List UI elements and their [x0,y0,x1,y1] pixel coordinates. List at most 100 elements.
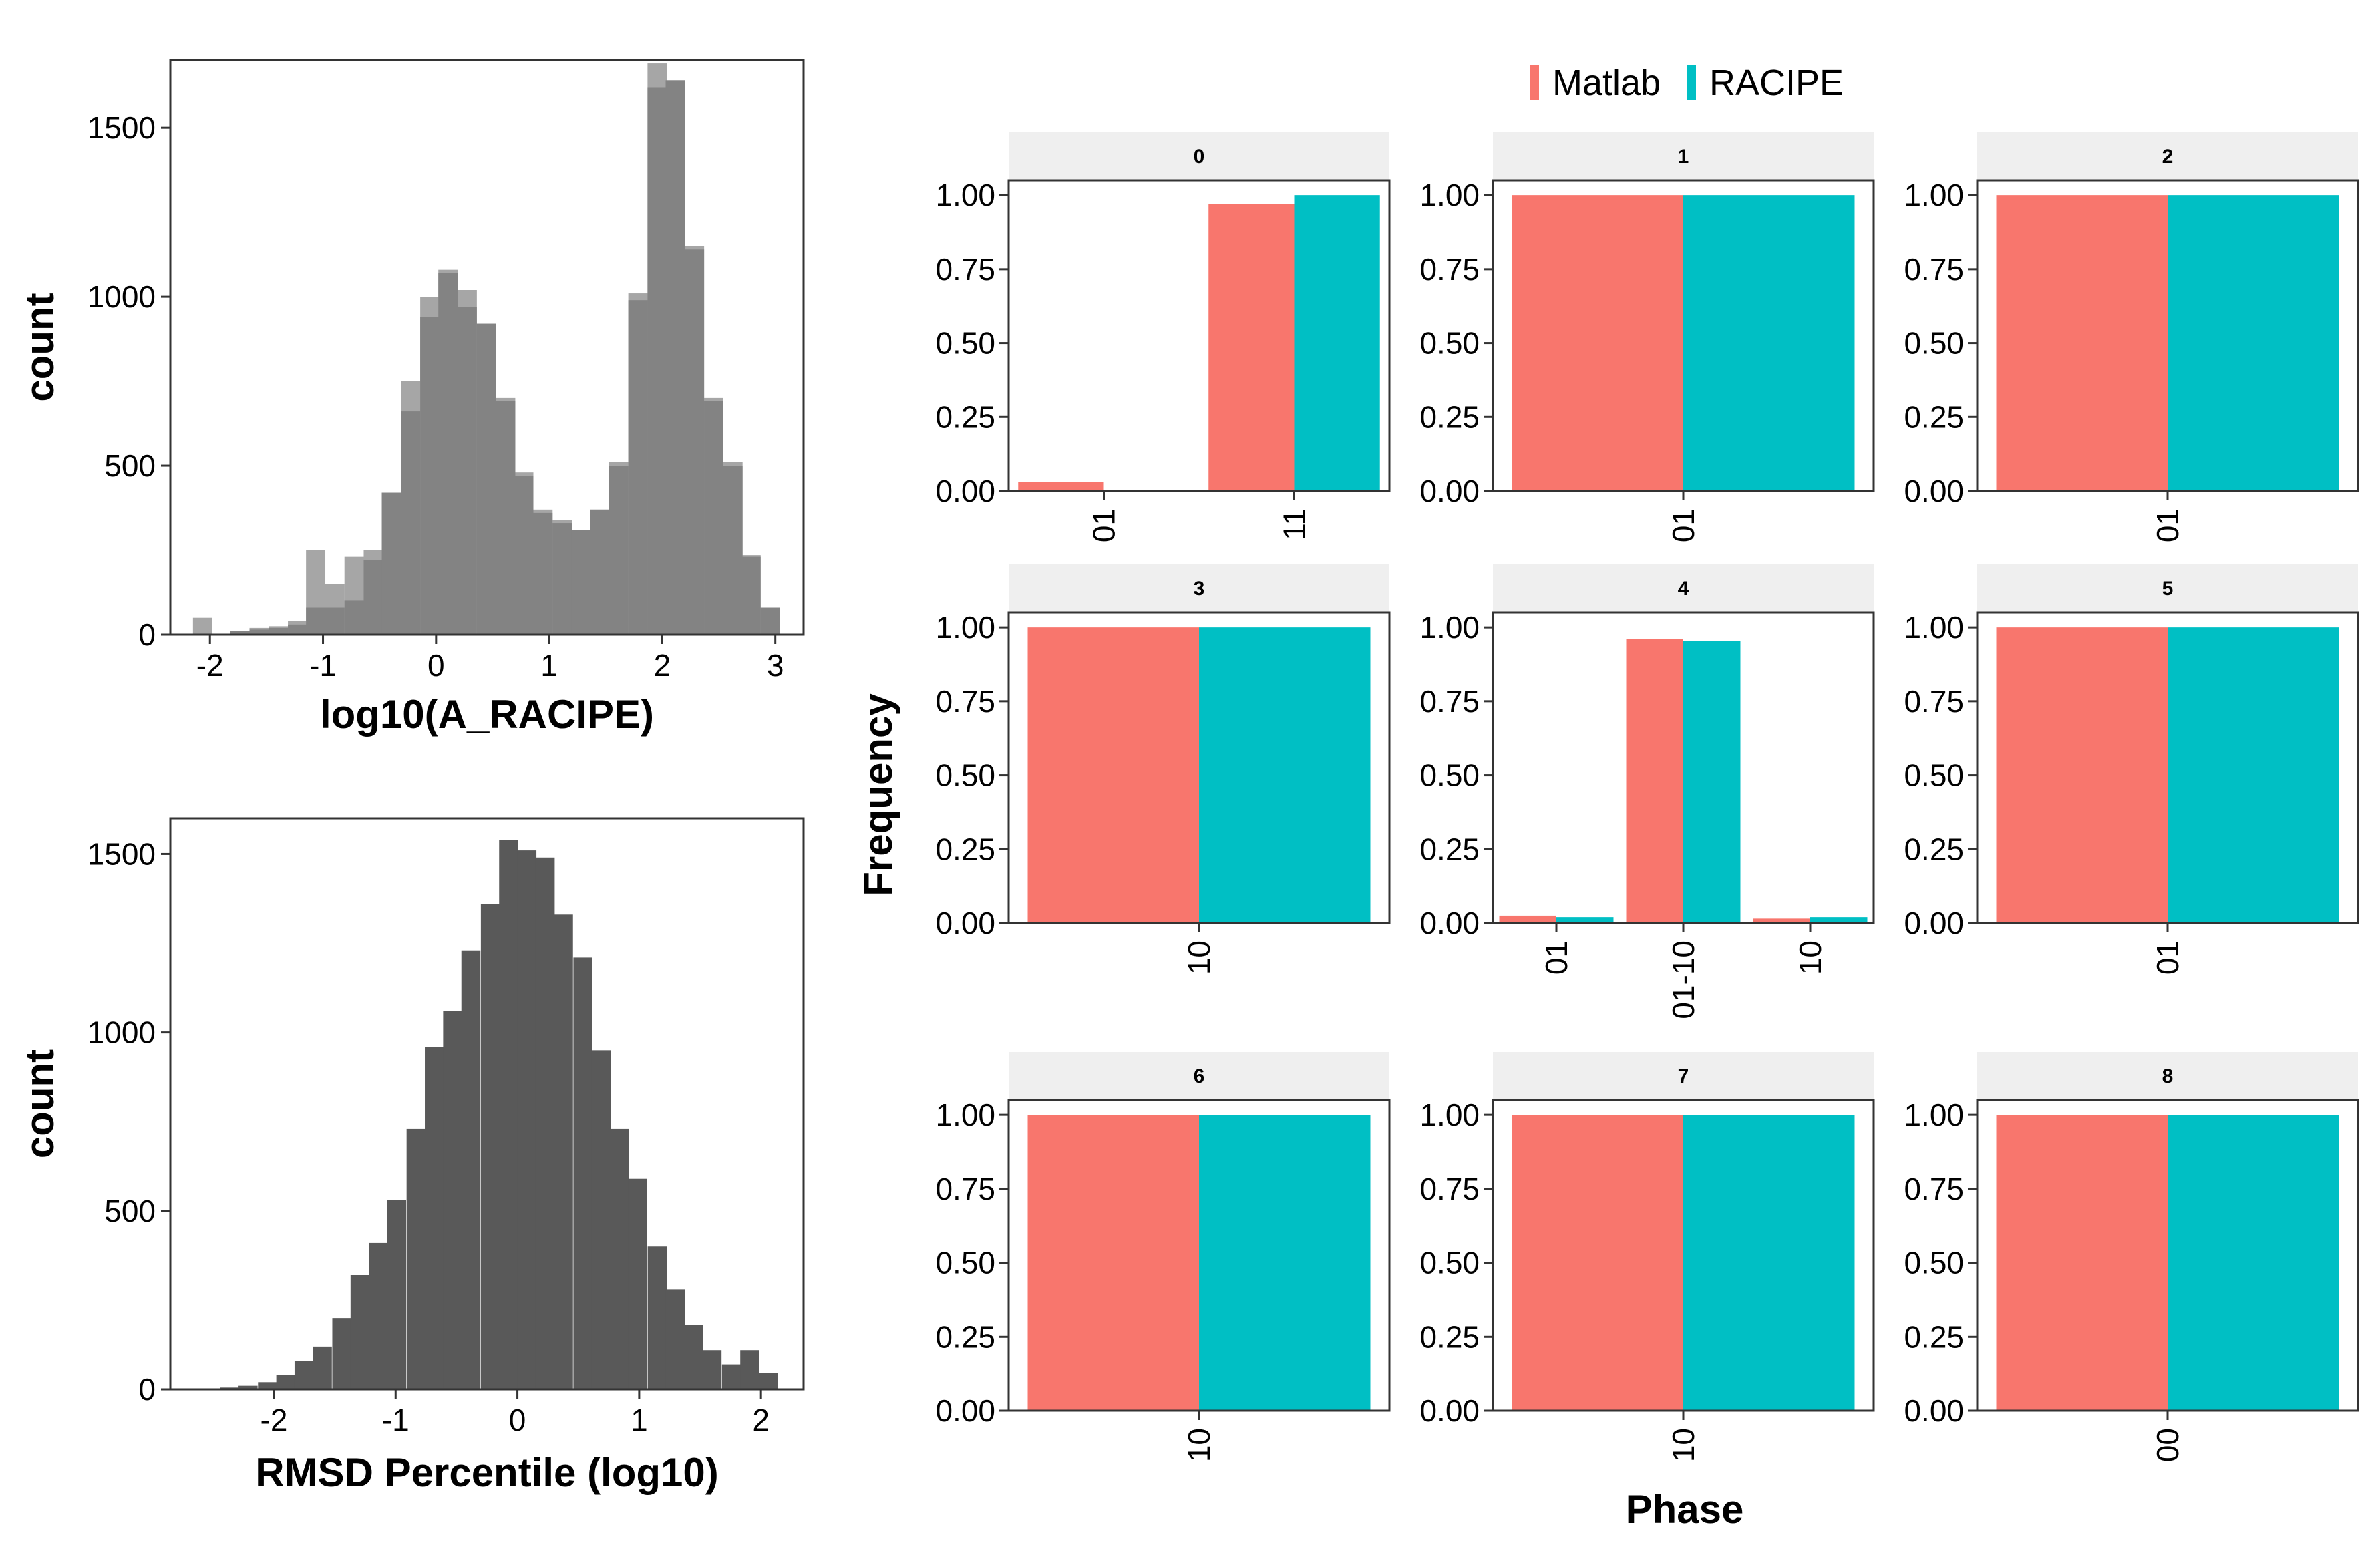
y-tick-label: 0 [138,1372,156,1407]
x-tick-label: -1 [309,648,337,683]
y-tick-label: 0.00 [1419,474,1480,508]
y-tick-label: 0.00 [1904,906,1964,940]
facet-panel-5: 5 01 0.00 0.25 0.50 0.75 1.00 [1904,564,2359,975]
histogram-bar [332,1318,351,1389]
histogram-bar [647,1246,667,1389]
histogram-bar [294,1361,314,1389]
histogram-bar-mid [457,307,477,635]
facet-strip-label: 8 [2162,1065,2174,1087]
bar-racipe [1810,917,1868,923]
plot-frame [169,59,805,636]
x-tick-label: 1 [631,1403,648,1437]
y-tick-label: 0.25 [1419,832,1480,866]
y-tick-label: 0.50 [1419,326,1480,361]
y-tick-label: 1.00 [935,178,995,212]
histogram-bar-mid [514,476,534,635]
y-tick-label: 0.00 [935,1393,995,1428]
y-tick-label: 0.25 [935,399,995,434]
x-tick-label: 01 [2150,940,2185,975]
plot-frame [1976,611,2359,924]
histogram-bar-mid [665,80,685,635]
plot-frame [1976,1099,2359,1412]
x-tick-label: 10 [1182,1428,1216,1462]
x-tick-label: 01-10 [1666,940,1701,1019]
x-tick-label: 01 [2150,508,2185,542]
histogram-bar [665,1289,685,1389]
facet-panel-4: 4 01 01-10 10 0.00 0.25 0.50 0.75 1.00 [1419,564,1875,1019]
facet-strip [1493,564,1874,613]
histogram-bar-mid [533,512,553,635]
histogram-bar-mid [760,607,780,635]
bar-racipe [2168,195,2339,491]
x-tick-label: 2 [654,648,671,683]
histogram-bar-mid [325,607,345,635]
y-tick-label: 1.00 [1904,610,1964,645]
x-tick-label: 2 [752,1403,770,1437]
histogram-bar-mid [571,530,591,635]
y-tick-label: 0.75 [1419,1172,1480,1206]
x-tick-label: -2 [196,648,224,683]
bar-racipe [2168,627,2339,923]
plot-frame [1492,611,1875,924]
bar-matlab [1996,627,2168,923]
y-axis-title: Frequency [856,693,900,896]
plot-frame [1492,1099,1875,1412]
histogram-bar [740,1350,759,1389]
y-tick-label: 0.50 [1904,758,1964,793]
histogram-bar [425,1047,444,1389]
histogram-bar [443,1011,462,1389]
facet-strip [1009,564,1389,613]
y-tick-label: 500 [104,1194,156,1228]
y-tick-label: 0.00 [1904,1393,1964,1428]
x-tick-label: 0 [428,648,445,683]
histogram-bar [499,840,518,1389]
y-tick-label: 0.00 [1419,1393,1480,1428]
x-tick-label: 00 [2150,1428,2185,1462]
facet-strip-label: 4 [1678,578,1689,600]
x-axis-title: Phase [1626,1487,1744,1532]
bar-matlab [1208,204,1295,491]
facet-strip [1009,1052,1389,1100]
y-tick-label: 0.50 [935,326,995,361]
x-tick-label: 11 [1277,508,1312,540]
y-tick-label: 0.25 [1904,1319,1964,1354]
y-tick-label: 1500 [88,110,156,145]
y-tick-label: 0.75 [1904,252,1964,287]
facet-panel-1: 1 01 0.00 0.25 0.50 0.75 1.00 [1419,132,1875,542]
facet-strip [1493,1052,1874,1100]
histogram-bar [350,1275,370,1389]
x-axis-title: RMSD Percentile (log10) [255,1450,719,1495]
y-tick-label: 1.00 [935,1097,995,1132]
bar-matlab [1996,1115,2168,1411]
histogram-bar-mid [438,273,458,635]
histogram-bar [702,1350,722,1389]
y-axis-title: count [17,1049,62,1158]
x-axis-title: log10(A_RACIPE) [320,692,654,737]
bar-matlab [1027,1115,1199,1411]
y-tick-label: 1000 [88,1015,156,1050]
y-tick-label: 0.50 [1904,326,1964,361]
y-tick-label: 0.25 [1904,399,1964,434]
facet-strip-label: 0 [1194,146,1205,168]
y-tick-label: 1500 [88,836,156,871]
y-tick-label: 1.00 [1419,610,1480,645]
bar-matlab [1027,627,1199,923]
y-tick-label: 1.00 [935,610,995,645]
x-tick-label: 01 [1087,508,1122,542]
facet-strip [1977,1052,2358,1100]
facet-panel-6: 6 10 0.00 0.25 0.50 0.75 1.00 [935,1052,1391,1462]
facet-panel-0: 0 01 11 0.00 0.25 0.50 0.75 1.00 [935,132,1391,542]
bar-matlab [1499,915,1556,923]
legend: Matlab RACIPE [1530,63,1844,103]
y-tick-label: 1000 [88,279,156,314]
histogram-bar [238,1385,258,1389]
y-tick-label: 0.00 [935,906,995,940]
facet-strip-label: 2 [2162,146,2174,168]
histogram-bar-mid [496,401,516,635]
histogram-bar-mid [628,300,648,635]
y-tick-label: 0.00 [1419,906,1480,940]
histogram-bar-mid [249,629,269,635]
bar-racipe [1683,195,1855,491]
bar-matlab [1996,195,2168,491]
